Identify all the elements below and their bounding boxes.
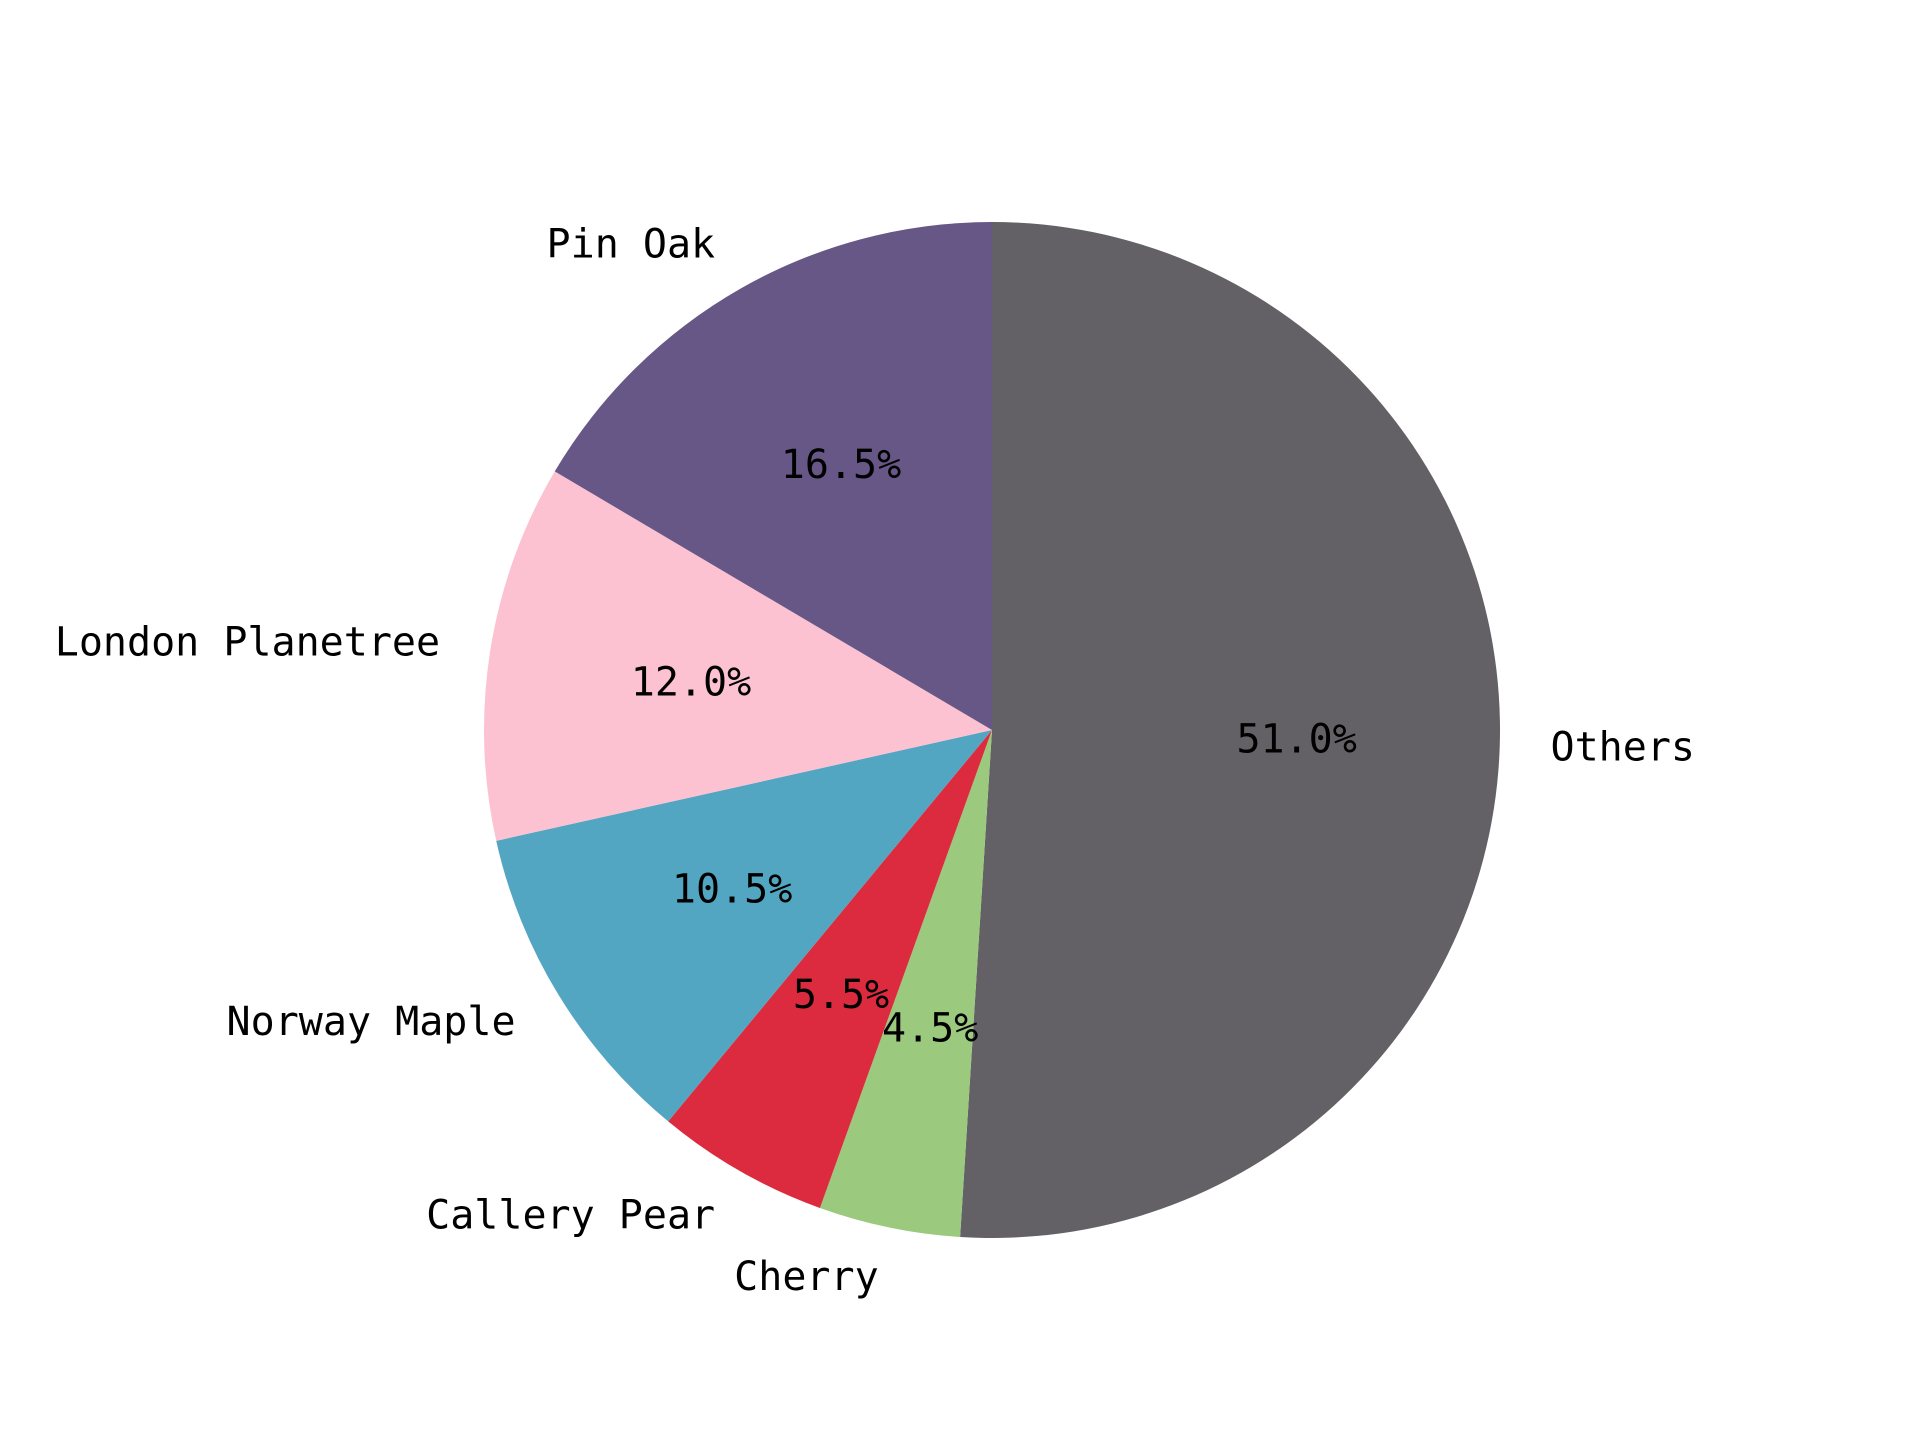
slice-label-others: Others [1551, 725, 1696, 771]
slice-percent-cherry: 4.5% [882, 1005, 978, 1051]
slice-label-callery-pear: Callery Pear [426, 1192, 715, 1238]
slice-percent-norway-maple: 10.5% [672, 866, 792, 912]
slice-percent-london-planetree: 12.0% [631, 659, 751, 705]
pie-slice-others [960, 222, 1501, 1238]
slice-label-cherry: Cherry [734, 1254, 879, 1300]
pie-labels: Others 51.0% Cherry 4.5% Callery Pear 5.5% Nor… [55, 222, 1695, 1301]
pie-slice-norway-maple [496, 730, 992, 1122]
slice-percent-others: 51.0% [1236, 717, 1356, 763]
slice-label-london-planetree: London Planetree [55, 620, 440, 666]
pie-slice-callery-pear [668, 730, 992, 1208]
slice-percent-pin-oak: 16.5% [781, 442, 901, 488]
pie-slice-cherry [819, 730, 992, 1237]
pie-slice-pin-oak [554, 222, 992, 730]
slice-percent-callery-pear: 5.5% [793, 972, 889, 1018]
pie-slices [484, 222, 1501, 1238]
slice-label-norway-maple: Norway Maple [227, 999, 516, 1045]
pie-slice-london-planetree [484, 471, 992, 841]
slice-label-pin-oak: Pin Oak [547, 222, 716, 268]
